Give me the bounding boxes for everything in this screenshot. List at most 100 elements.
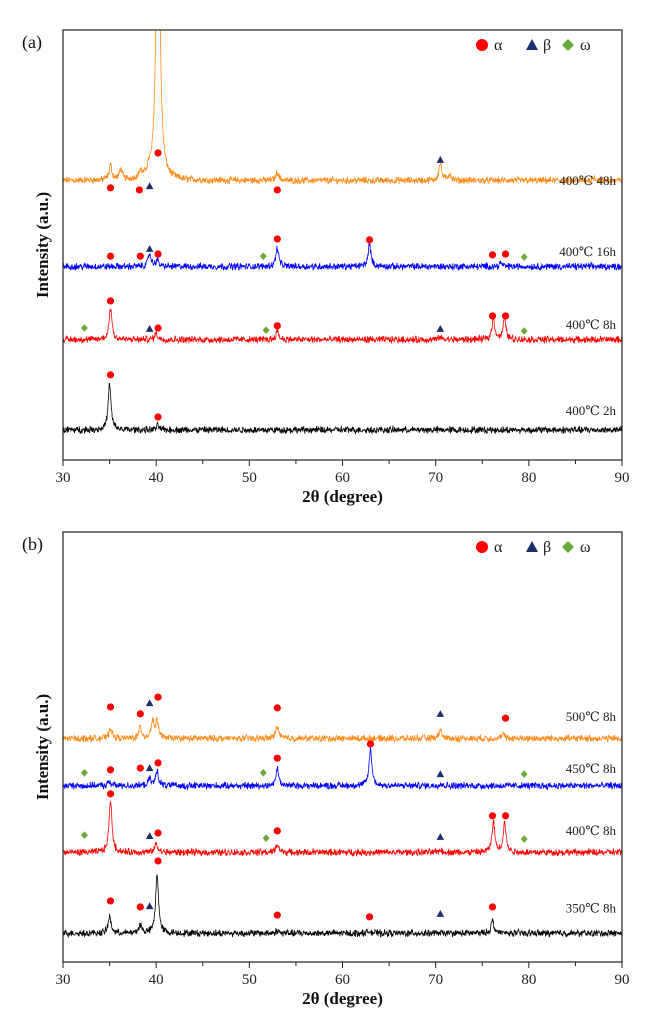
series-label: 400℃ 8h — [566, 317, 617, 332]
beta-marker — [436, 770, 445, 778]
omega-marker — [259, 252, 267, 260]
beta-marker — [436, 325, 445, 332]
chart-panel-a: 400℃ 48h 400℃ 16h 400℃ 8h 400℃ 2h 30 40 50 60 70… — [22, 29, 630, 506]
alpha-marker — [154, 413, 162, 421]
alpha-marker — [273, 186, 281, 194]
series-line — [63, 747, 622, 791]
alpha-marker — [106, 766, 115, 774]
alpha-marker — [136, 903, 144, 911]
chart-panel-b: 500℃ 8h 450℃ 8h 400℃ 8h 350℃ 8h 30 40 50 60 70 80… — [22, 531, 630, 1008]
x-tick-label: 80 — [521, 470, 536, 486]
beta-marker — [145, 699, 154, 707]
omega-marker — [520, 253, 528, 261]
omega-marker — [262, 326, 270, 334]
x-tick-label: 50 — [242, 470, 257, 486]
series-label: 400℃ 16h — [559, 244, 616, 259]
x-tick-label: 30 — [56, 972, 71, 988]
alpha-marker — [273, 827, 281, 835]
alpha-marker — [273, 235, 281, 243]
alpha-marker — [106, 790, 115, 798]
alpha-marker — [106, 703, 115, 711]
alpha-marker — [136, 710, 144, 718]
series-line — [63, 800, 622, 857]
beta-marker — [145, 182, 154, 190]
alpha-marker — [273, 911, 281, 919]
legend-omega-icon — [562, 541, 574, 553]
series-line — [63, 874, 622, 939]
beta-marker — [145, 245, 154, 252]
alpha-marker — [154, 250, 162, 258]
x-tick-label: 80 — [521, 972, 536, 988]
alpha-marker — [106, 297, 115, 305]
series-label: 450℃ 8h — [566, 761, 617, 776]
alpha-marker — [136, 252, 144, 260]
plot-frame — [62, 29, 623, 461]
beta-marker — [145, 902, 154, 910]
alpha-marker — [154, 829, 162, 837]
beta-marker — [436, 710, 445, 717]
alpha-marker — [154, 149, 162, 157]
alpha-marker — [136, 764, 144, 772]
alpha-marker — [501, 250, 510, 258]
legend-omega-label: ω — [580, 37, 591, 54]
alpha-marker — [488, 251, 497, 259]
x-tick-label: 60 — [335, 470, 350, 486]
x-tick-label: 70 — [428, 972, 443, 988]
omega-marker — [520, 327, 528, 335]
panel-label: (b) — [22, 534, 43, 555]
omega-marker — [80, 831, 88, 839]
legend-alpha-icon — [476, 541, 488, 553]
alpha-marker — [106, 184, 115, 192]
omega-marker — [259, 769, 267, 777]
series-label: 400℃ 8h — [566, 823, 617, 838]
series-label: 500℃ 8h — [566, 709, 617, 724]
x-axis-title: 2θ (degree) — [302, 487, 383, 506]
legend-beta-label: β — [543, 539, 551, 556]
y-axis-title: Intensity (a.u.) — [33, 192, 52, 298]
series-line — [63, 382, 622, 436]
alpha-marker — [501, 812, 510, 820]
x-tick-label: 70 — [428, 470, 443, 486]
alpha-marker — [154, 759, 162, 767]
x-tick-label: 60 — [335, 972, 350, 988]
series-line — [63, 242, 622, 272]
series-line — [63, 308, 622, 345]
beta-marker — [436, 833, 445, 840]
alpha-marker — [488, 312, 497, 320]
x-tick-label: 90 — [615, 972, 630, 988]
alpha-marker — [106, 371, 115, 379]
alpha-marker — [273, 322, 281, 330]
alpha-marker — [365, 236, 374, 244]
alpha-marker — [501, 312, 510, 320]
x-axis-title: 2θ (degree) — [302, 989, 383, 1008]
alpha-marker — [273, 754, 281, 762]
x-tick-label: 90 — [615, 470, 630, 486]
series-label: 400℃ 48h — [559, 173, 616, 188]
x-tick-label: 40 — [149, 972, 164, 988]
legend-omega-icon — [562, 39, 574, 51]
alpha-marker — [154, 693, 162, 701]
omega-marker — [262, 834, 270, 842]
alpha-marker — [366, 740, 375, 748]
alpha-marker — [488, 812, 497, 820]
alpha-marker — [154, 324, 162, 332]
series-label: 350℃ 8h — [566, 901, 617, 916]
y-axis-title: Intensity (a.u.) — [33, 694, 52, 800]
alpha-marker — [273, 704, 281, 712]
x-tick-label: 50 — [242, 972, 257, 988]
x-tick-label: 40 — [149, 470, 164, 486]
alpha-marker — [106, 252, 115, 260]
omega-marker — [80, 769, 88, 777]
omega-marker — [80, 324, 88, 332]
legend-alpha-icon — [476, 39, 488, 51]
legend-beta-label: β — [543, 37, 551, 54]
beta-marker — [145, 832, 154, 840]
alpha-marker — [365, 913, 374, 921]
alpha-marker — [154, 857, 162, 865]
beta-marker — [436, 156, 445, 163]
legend-beta-icon — [526, 541, 538, 552]
legend-alpha-label: α — [494, 539, 503, 556]
